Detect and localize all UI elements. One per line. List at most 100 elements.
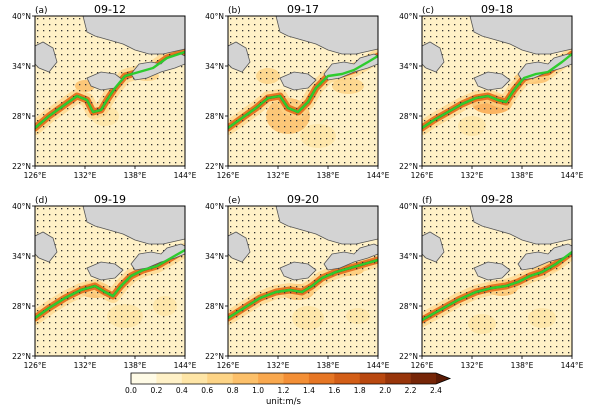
current-axis-line <box>35 50 185 129</box>
panel-label: (a) <box>35 6 48 16</box>
y-tick-label: 40°N <box>12 202 31 211</box>
x-tick-label: 138°E <box>124 171 147 180</box>
panel-label: (b) <box>228 6 241 16</box>
panel-frame <box>421 15 573 167</box>
panel-title: 09-18 <box>481 3 513 16</box>
y-tick-label: 40°N <box>205 12 224 21</box>
x-tick-label: 144°E <box>561 171 584 180</box>
panel-frame <box>227 205 379 357</box>
x-tick-label: 144°E <box>367 171 390 180</box>
y-tick-label: 28°N <box>205 112 224 121</box>
land-mask <box>422 16 572 91</box>
y-tick-label: 40°N <box>205 202 224 211</box>
x-tick-label: 132°E <box>74 361 97 370</box>
panel-09-28: (f) 09-28 126°E 132°E 138°E 144°E 40°N 34°N 28°N… <box>399 193 584 370</box>
y-tick-label: 34°N <box>12 62 31 71</box>
panel-09-17: (b) 09-17 126°E 132°E 138°E 144°E 40°N 34°N 28°N… <box>205 3 390 180</box>
x-tick-label: 138°E <box>511 361 534 370</box>
x-tick-label: 138°E <box>317 171 340 180</box>
x-tick-label: 126°E <box>411 361 434 370</box>
x-tick-label: 132°E <box>267 171 290 180</box>
y-tick-label: 22°N <box>205 352 224 361</box>
current-axis-line <box>228 54 378 129</box>
colorbar-tick-label: 1.2 <box>278 386 290 395</box>
y-tick-label: 22°N <box>12 352 31 361</box>
y-tick-label: 34°N <box>12 252 31 261</box>
panel-label: (f) <box>422 196 432 206</box>
colorbar-segment <box>308 373 335 384</box>
current-axis-line <box>422 53 572 129</box>
x-tick-label: 132°E <box>461 361 484 370</box>
colorbar-segment <box>232 373 259 384</box>
y-tick-label: 28°N <box>399 302 418 311</box>
colorbar-segment <box>334 373 361 384</box>
y-tick-label: 40°N <box>399 202 418 211</box>
colorbar-tick-label: 2.0 <box>379 386 391 395</box>
y-tick-label: 40°N <box>12 12 31 21</box>
y-tick-label: 28°N <box>12 112 31 121</box>
panel-title: 09-28 <box>481 193 513 206</box>
y-tick-label: 28°N <box>399 112 418 121</box>
y-tick-label: 34°N <box>399 252 418 261</box>
x-tick-label: 132°E <box>461 171 484 180</box>
panel-label: (c) <box>422 6 434 16</box>
land-mask <box>35 206 185 281</box>
x-tick-label: 132°E <box>267 361 290 370</box>
panel-frame <box>421 205 573 357</box>
colorbar-tick-label: 1.0 <box>252 386 264 395</box>
colorbar-segment <box>258 373 284 384</box>
panel-09-19: (d) 09-19 126°E 132°E 138°E 144°E 40°N 34°N 28°N… <box>12 193 197 370</box>
colorbar-tick-label: 2.4 <box>430 386 442 395</box>
colorbar-tick-label: 0.4 <box>176 386 188 395</box>
land-mask <box>228 16 378 91</box>
y-tick-label: 22°N <box>399 162 418 171</box>
panel-title: 09-12 <box>94 3 126 16</box>
colorbar-segment <box>410 373 437 384</box>
panel-frame <box>34 205 186 357</box>
x-tick-label: 132°E <box>74 171 97 180</box>
x-tick-label: 138°E <box>511 171 534 180</box>
x-tick-label: 144°E <box>367 361 390 370</box>
colorbar-frame <box>130 372 452 385</box>
panel-09-20: (e) 09-20 126°E 132°E 138°E 144°E 40°N 34°N 28°N… <box>205 193 390 370</box>
x-tick-label: 126°E <box>24 361 47 370</box>
x-tick-label: 144°E <box>174 361 197 370</box>
colorbar-segment <box>385 373 411 384</box>
colorbar-segment <box>207 373 233 384</box>
x-tick-label: 126°E <box>24 171 47 180</box>
current-axis-line <box>422 251 572 322</box>
colorbar: 0.0 0.2 0.4 0.6 0.8 1.0 1.2 1.4 1.6 1.8 2.0 2.2 2.4 u… <box>125 372 452 407</box>
panel-09-18: (c) 09-18 126°E 132°E 138°E 144°E 40°N 34°N 28°N… <box>399 3 584 180</box>
land-mask <box>35 16 185 91</box>
colorbar-segment <box>131 373 157 384</box>
x-tick-label: 126°E <box>411 171 434 180</box>
panel-09-12: (a) 09-12 126°E 132°E 138°E 144°E 40°N 34°N 28°N… <box>12 3 197 180</box>
y-tick-label: 40°N <box>399 12 418 21</box>
colorbar-segment <box>181 373 208 384</box>
panel-title: 09-17 <box>287 3 319 16</box>
panel-frame <box>227 15 379 167</box>
colorbar-unit-label: unit:m/s <box>266 397 301 407</box>
colorbar-segment <box>283 373 310 384</box>
colorbar-tick-label: 1.4 <box>303 386 315 395</box>
colorbar-tick-label: 2.2 <box>405 386 417 395</box>
panel-label: (e) <box>228 196 241 206</box>
colorbar-extend-arrow <box>436 373 450 384</box>
y-tick-label: 34°N <box>205 252 224 261</box>
current-axis-line <box>35 248 185 319</box>
panels: (a) 09-12 126°E 132°E 138°E 144°E 40°N 34°N 28°N… <box>12 3 584 370</box>
y-tick-label: 22°N <box>205 162 224 171</box>
y-tick-label: 34°N <box>205 62 224 71</box>
colorbar-tick-label: 1.6 <box>328 386 340 395</box>
colorbar-tick-label: 0.6 <box>201 386 213 395</box>
x-tick-label: 138°E <box>317 361 340 370</box>
x-tick-label: 126°E <box>217 361 240 370</box>
land-mask <box>228 206 378 281</box>
land-mask <box>422 206 572 281</box>
current-axis-line <box>228 258 378 320</box>
colorbar-segment <box>359 373 386 384</box>
panel-title: 09-19 <box>94 193 126 206</box>
colorbar-tick-label: 0.8 <box>227 386 239 395</box>
colorbar-tick-label: 0.2 <box>150 386 162 395</box>
